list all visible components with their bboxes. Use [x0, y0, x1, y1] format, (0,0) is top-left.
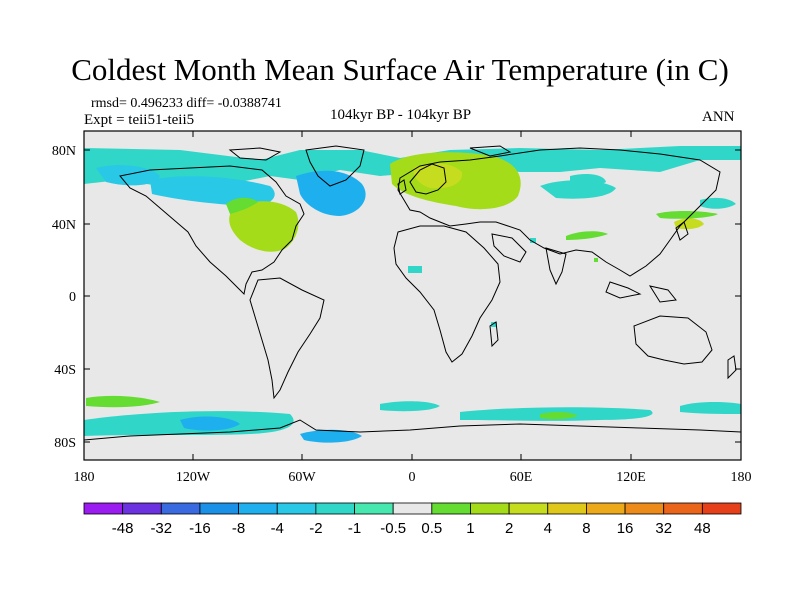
contour-southern-ocean-band — [380, 401, 440, 412]
contour-weddell-cooling — [300, 429, 362, 443]
coastlines — [84, 145, 741, 441]
contour-north-pacific-cooling — [96, 165, 160, 186]
legend-swatch — [470, 502, 510, 515]
contour-northwest-pacific-fringe — [656, 211, 718, 219]
longitude-labels: 180 120W 60W 0 60E 120E 180 — [74, 470, 752, 485]
legend-label: -16 — [189, 520, 211, 537]
contour-asia-streak — [566, 231, 608, 240]
experiment-label: Expt = teii51-teii5 — [84, 112, 195, 128]
latitude-label: 80S — [54, 436, 76, 451]
legend-label: 0.5 — [421, 520, 442, 537]
legend-swatch — [624, 502, 665, 515]
legend-swatch — [276, 502, 317, 515]
latitude-label: 40N — [52, 218, 76, 233]
legend-label: 8 — [582, 520, 590, 537]
contour-patch — [594, 258, 598, 262]
legend-swatch — [508, 502, 549, 515]
longitude-label: 60W — [288, 470, 316, 485]
legend-swatch — [160, 502, 201, 515]
legend-swatch — [354, 502, 394, 515]
legend-label: 1 — [466, 520, 474, 537]
period-label: 104kyr BP - 104kyr BP — [330, 107, 472, 123]
contour-pacific-patch — [700, 197, 736, 209]
legend-label: 16 — [617, 520, 634, 537]
map-ticks — [83, 131, 742, 460]
longitude-label: 60E — [510, 470, 533, 485]
contour-northwest-pacific-warming — [674, 218, 704, 230]
contour-north-america-fringe — [226, 197, 258, 214]
legend-swatch — [315, 502, 355, 515]
legend-label: 32 — [655, 520, 672, 537]
contour-scandinavia-warming — [413, 163, 463, 189]
contour-patch — [408, 266, 422, 273]
longitude-label: 120W — [176, 470, 211, 485]
legend-swatch — [199, 502, 239, 515]
legend-swatch — [431, 502, 471, 515]
legend-label: -1 — [348, 520, 361, 537]
contour-southern-ocean-band — [680, 402, 741, 414]
longitude-label: 180 — [731, 470, 752, 485]
latitude-label: 40S — [54, 363, 76, 378]
contour-north-america-warming — [229, 201, 299, 252]
legend-label: 4 — [544, 520, 552, 537]
stats-text: rmsd= 0.496233 diff= -0.0388741 — [91, 96, 282, 111]
contour-southern-ocean-warming — [86, 395, 160, 408]
contour-north-atlantic-cooling — [296, 170, 366, 216]
legend-label: -8 — [232, 520, 245, 537]
latitude-labels: 80N 40N 0 40S 80S — [52, 144, 76, 451]
color-legend: -48 -32 -16 -8 -4 -2 -1 -0.5 0.5 1 2 4 8 16 32 48 — [83, 502, 742, 537]
temperature-map — [84, 131, 741, 460]
legend-label: 2 — [505, 520, 513, 537]
contour-southern-ocean-warming — [540, 411, 578, 420]
longitude-label: 120E — [616, 470, 646, 485]
legend-swatch — [83, 502, 124, 515]
legend-swatch — [122, 502, 162, 515]
legend-swatch — [547, 502, 587, 515]
latitude-label: 80N — [52, 144, 76, 159]
legend-label: 48 — [694, 520, 711, 537]
contour-patch — [491, 322, 497, 327]
legend-swatch — [238, 502, 278, 515]
legend-label: -48 — [112, 520, 134, 537]
legend-label: -2 — [309, 520, 322, 537]
season-label: ANN — [702, 109, 735, 125]
contour-siberia-cooling — [570, 174, 606, 187]
legend-label: -32 — [150, 520, 172, 537]
contour-patch — [530, 238, 536, 243]
legend-swatch — [701, 502, 742, 515]
longitude-label: 180 — [74, 470, 95, 485]
longitude-label: 0 — [409, 470, 416, 485]
legend-label: -4 — [271, 520, 284, 537]
legend-swatch — [586, 502, 626, 515]
latitude-label: 0 — [69, 290, 76, 305]
contour-ross-sea-cooling — [180, 416, 240, 431]
legend-swatch — [663, 502, 703, 515]
legend-swatch — [392, 502, 433, 515]
legend-label: -0.5 — [380, 520, 406, 537]
map-title: Coldest Month Mean Surface Air Temperatu… — [71, 52, 729, 87]
